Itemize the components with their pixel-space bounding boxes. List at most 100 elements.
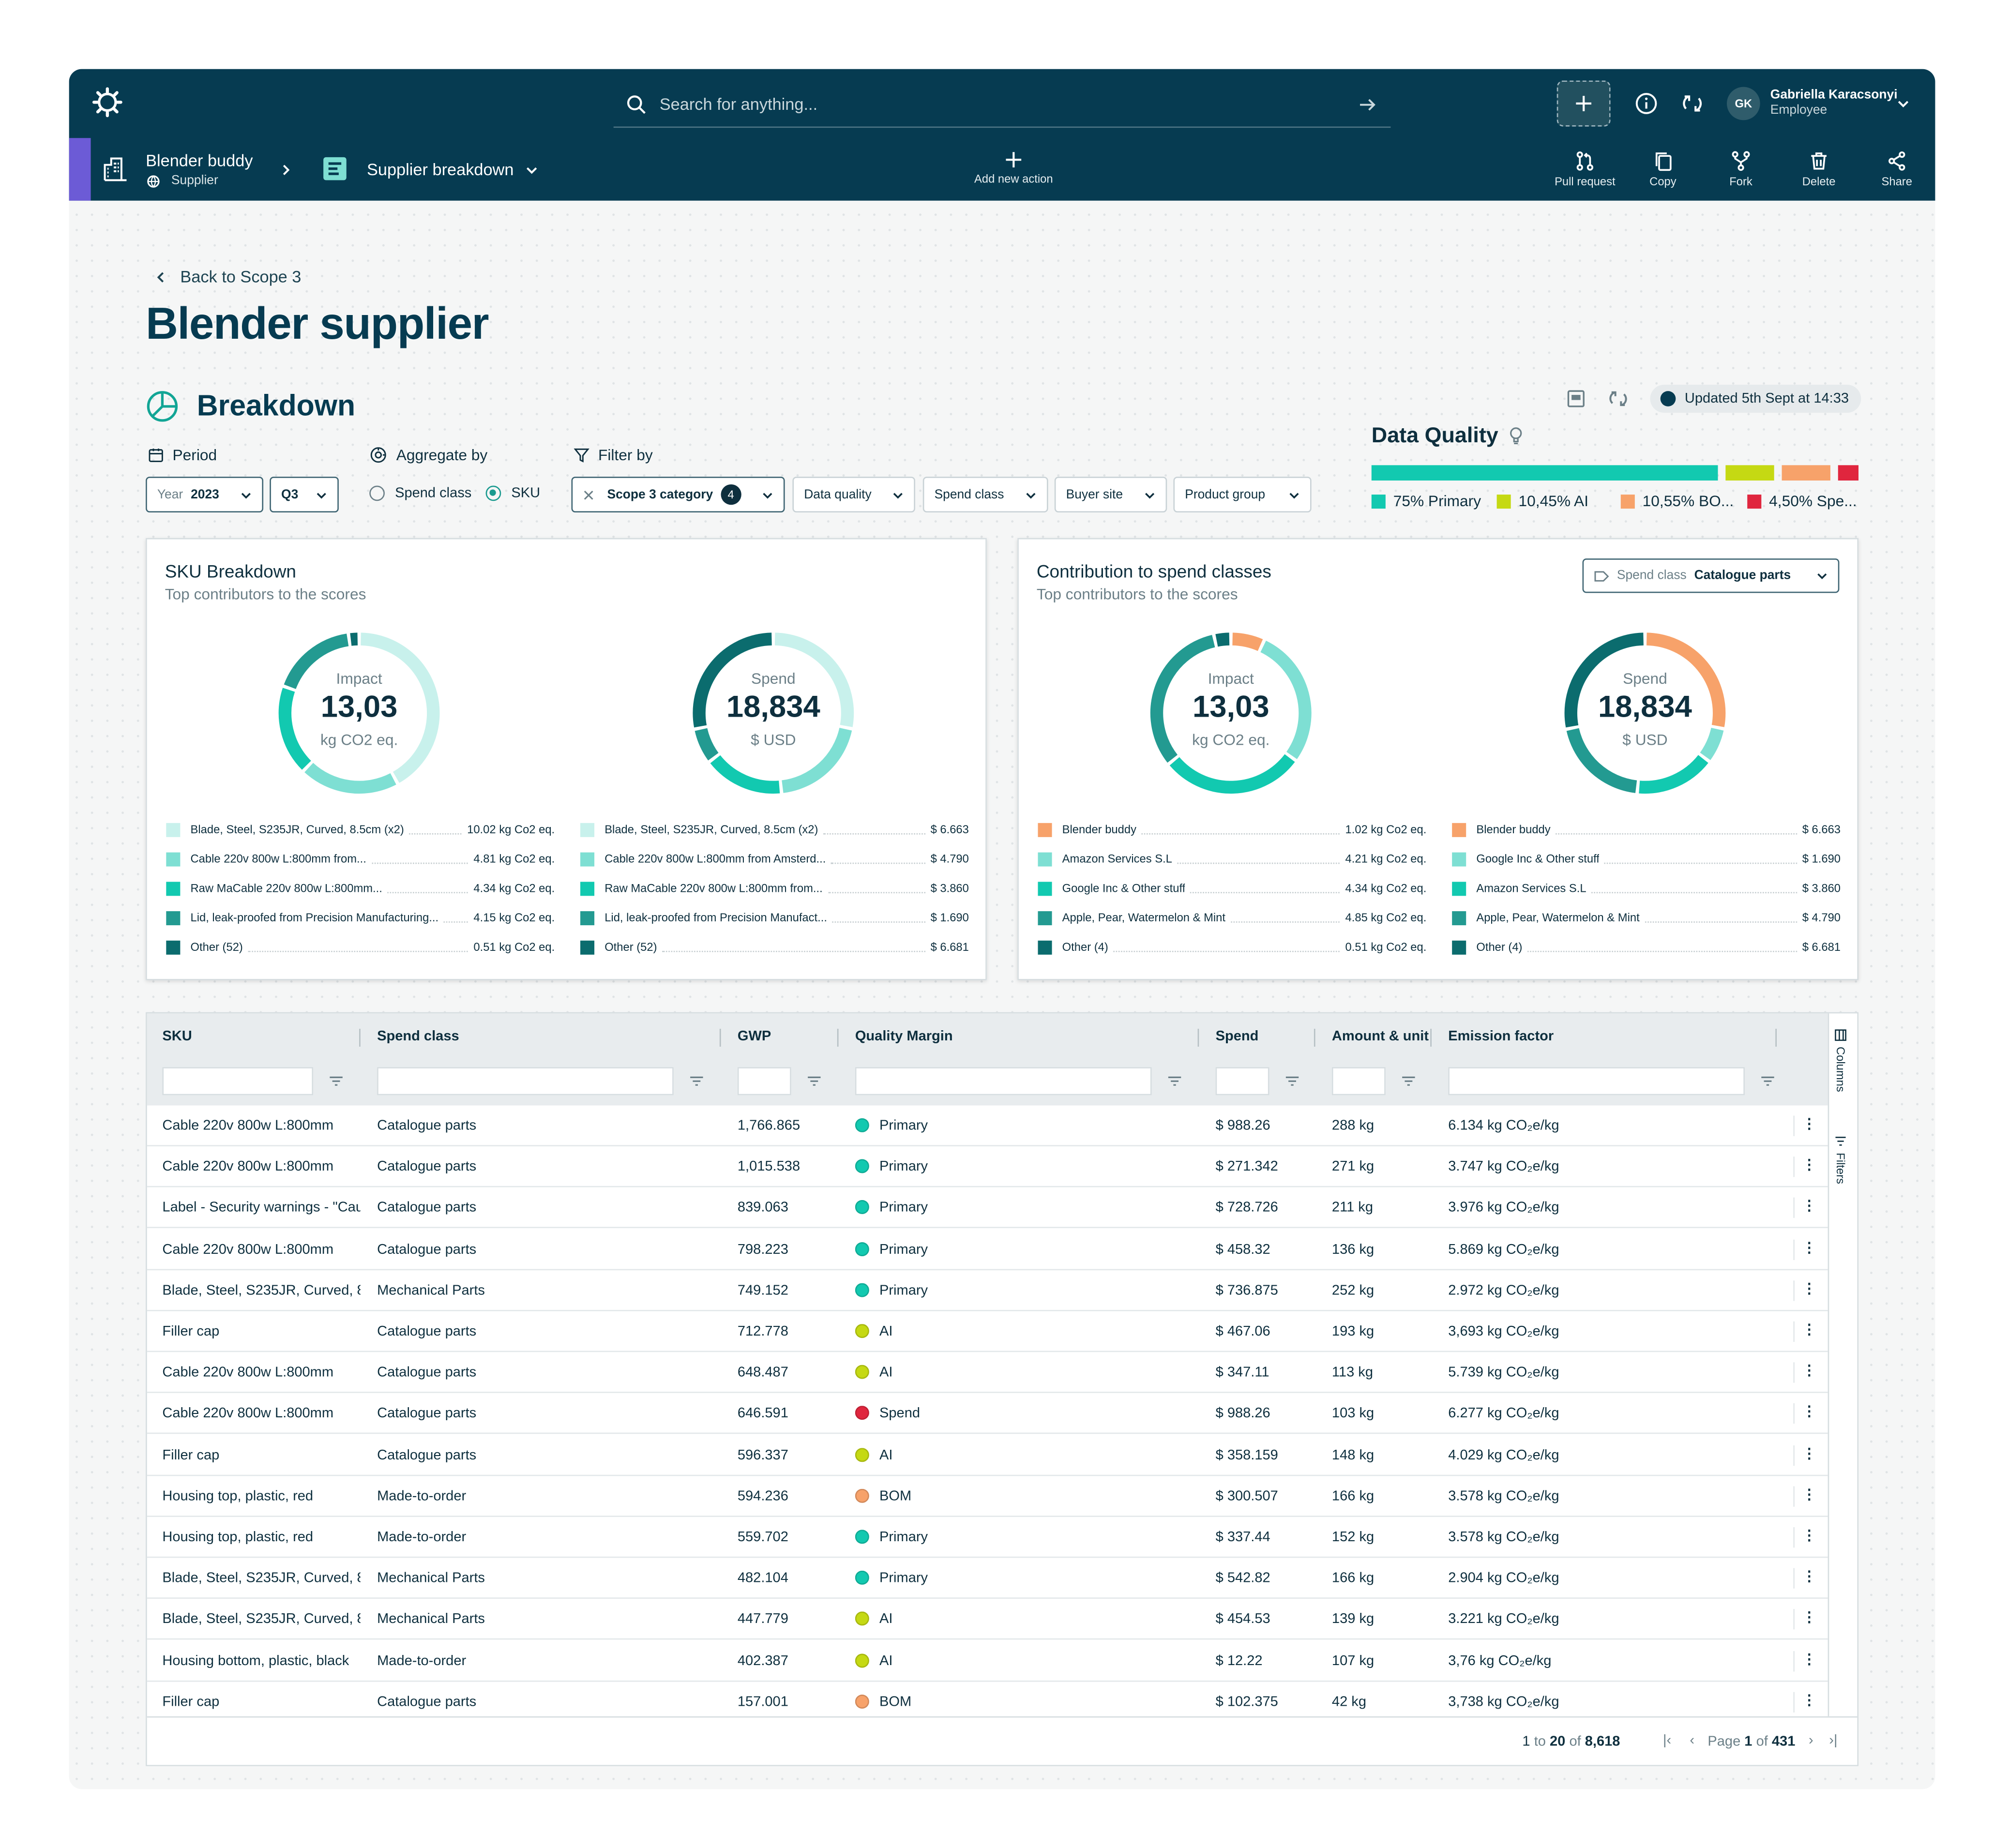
column-resize-handle[interactable]	[1430, 1029, 1432, 1047]
user-menu[interactable]: Gabriella Karacsonyi Employee	[1770, 88, 1898, 119]
pdf-export-icon[interactable]	[1566, 389, 1586, 409]
row-menu-icon[interactable]: ⋮	[1793, 1486, 1824, 1507]
radio-sku[interactable]: SKU	[485, 485, 540, 501]
row-menu-icon[interactable]: ⋮	[1793, 1651, 1824, 1671]
filter-product-group[interactable]: Product group	[1173, 477, 1312, 513]
spend-class-dropdown[interactable]: Spend class Catalogue parts	[1582, 558, 1840, 593]
column-resize-handle[interactable]	[837, 1029, 839, 1047]
column-header[interactable]: Spend	[1215, 1029, 1259, 1044]
row-menu-icon[interactable]: ⋮	[1793, 1280, 1824, 1301]
column-filter-input[interactable]	[737, 1067, 791, 1096]
column-header[interactable]: Quality Margin	[855, 1029, 953, 1044]
filter-data-quality[interactable]: Data quality	[792, 477, 915, 513]
column-filter-input[interactable]	[162, 1067, 314, 1096]
app-logo-icon[interactable]	[92, 87, 122, 118]
view-name[interactable]: Supplier breakdown	[366, 160, 514, 179]
table-row[interactable]: Cable 220v 800w L:800mm Catalogue parts 79…	[147, 1229, 1828, 1270]
column-header[interactable]: Amount & unit	[1331, 1029, 1429, 1044]
table-row[interactable]: Blade, Steel, S235JR, Curved, 8.5 Mechani…	[147, 1558, 1828, 1599]
lightbulb-icon[interactable]	[1509, 427, 1524, 445]
pull-request-button[interactable]: Pull request	[1547, 151, 1623, 188]
row-menu-icon[interactable]: ⋮	[1793, 1568, 1824, 1589]
filter-icon[interactable]	[806, 1073, 822, 1089]
row-menu-icon[interactable]: ⋮	[1793, 1692, 1824, 1713]
filter-icon[interactable]	[1167, 1073, 1182, 1089]
sync-button[interactable]	[1677, 88, 1707, 119]
next-page-icon[interactable]: ›	[1809, 1733, 1813, 1748]
filter-buyer-site[interactable]: Buyer site	[1054, 477, 1167, 513]
column-header[interactable]: SKU	[162, 1029, 192, 1044]
column-resize-handle[interactable]	[719, 1029, 721, 1047]
quarter-select[interactable]: Q3	[270, 477, 339, 513]
table-row[interactable]: Filler cap Catalogue parts 596.337 AI $ 358.…	[147, 1435, 1828, 1476]
copy-button[interactable]: Copy	[1625, 151, 1701, 188]
prev-page-icon[interactable]: ‹	[1690, 1733, 1695, 1748]
column-resize-handle[interactable]	[1775, 1029, 1777, 1047]
table-row[interactable]: Housing bottom, plastic, black Made-to-or…	[147, 1640, 1828, 1682]
filter-icon[interactable]	[689, 1073, 704, 1089]
table-row[interactable]: Filler cap Catalogue parts 712.778 AI $ 467.…	[147, 1311, 1828, 1352]
column-filter-input[interactable]	[1448, 1067, 1745, 1096]
row-menu-icon[interactable]: ⋮	[1793, 1239, 1824, 1260]
project-name[interactable]: Blender buddy	[146, 150, 253, 170]
back-link[interactable]: Back to Scope 3	[155, 267, 301, 286]
column-header[interactable]: Spend class	[377, 1029, 459, 1044]
column-filter-input[interactable]	[1331, 1067, 1386, 1096]
row-menu-icon[interactable]: ⋮	[1793, 1198, 1824, 1218]
arrow-right-icon[interactable]	[1358, 94, 1378, 114]
row-menu-icon[interactable]: ⋮	[1793, 1321, 1824, 1342]
delete-button[interactable]: Delete	[1781, 151, 1857, 188]
table-row[interactable]: Blade, Steel, S235JR, Curved, 8.5 Mechani…	[147, 1270, 1828, 1311]
table-row[interactable]: Cable 220v 800w L:800mm Catalogue parts 1,…	[147, 1105, 1828, 1146]
table-row[interactable]: Housing top, plastic, red Made-to-order 55…	[147, 1517, 1828, 1558]
filter-icon[interactable]	[1760, 1073, 1776, 1089]
table-row[interactable]: Cable 220v 800w L:800mm Catalogue parts 64…	[147, 1394, 1828, 1435]
filter-icon[interactable]	[1284, 1073, 1300, 1089]
column-header[interactable]: Emission factor	[1448, 1029, 1554, 1044]
filter-spend-class[interactable]: Spend class	[922, 477, 1048, 513]
chevron-down-icon[interactable]	[1897, 97, 1909, 110]
row-menu-icon[interactable]: ⋮	[1793, 1157, 1824, 1177]
first-page-icon[interactable]: |‹	[1662, 1733, 1672, 1748]
table-row[interactable]: Cable 220v 800w L:800mm Catalogue parts 64…	[147, 1352, 1828, 1394]
column-header[interactable]: GWP	[737, 1029, 771, 1044]
column-filter-input[interactable]	[1215, 1067, 1269, 1096]
table-row[interactable]: Label - Security warnings - "Cauti Catalo…	[147, 1188, 1828, 1229]
close-icon[interactable]	[583, 489, 594, 500]
radio-spend-class[interactable]: Spend class	[369, 485, 471, 501]
table-row[interactable]: Cable 220v 800w L:800mm Catalogue parts 1,…	[147, 1146, 1828, 1187]
year-select[interactable]: Year 2023	[146, 477, 264, 513]
filter-icon[interactable]	[1401, 1073, 1417, 1089]
column-filter-input[interactable]	[377, 1067, 674, 1096]
chevron-down-icon[interactable]	[525, 164, 538, 176]
filters-tab[interactable]: Filters	[1834, 1135, 1847, 1184]
data-quality-segment	[1781, 465, 1830, 481]
fork-button[interactable]: Fork	[1703, 151, 1779, 188]
column-resize-handle[interactable]	[359, 1029, 361, 1047]
column-resize-handle[interactable]	[1197, 1029, 1199, 1047]
radio-circle-selected[interactable]	[485, 485, 501, 501]
avatar[interactable]: GK	[1726, 87, 1760, 120]
row-menu-icon[interactable]: ⋮	[1793, 1527, 1824, 1548]
table-row[interactable]: Housing top, plastic, red Made-to-order 59…	[147, 1476, 1828, 1517]
row-menu-icon[interactable]: ⋮	[1793, 1609, 1824, 1630]
row-menu-icon[interactable]: ⋮	[1793, 1362, 1824, 1383]
table-row[interactable]: Blade, Steel, S235JR, Curved, 8.5 Mechani…	[147, 1599, 1828, 1640]
add-new-action-button[interactable]: Add new action	[955, 151, 1073, 185]
refresh-icon[interactable]	[1608, 389, 1628, 409]
last-page-icon[interactable]: ›|	[1829, 1733, 1838, 1748]
share-button[interactable]: Share	[1858, 151, 1935, 188]
row-menu-icon[interactable]: ⋮	[1793, 1403, 1824, 1425]
column-filter-input[interactable]	[855, 1067, 1152, 1096]
filter-icon[interactable]	[329, 1073, 344, 1089]
search-input[interactable]	[659, 94, 1345, 114]
radio-circle[interactable]	[369, 485, 385, 501]
row-menu-icon[interactable]: ⋮	[1793, 1444, 1824, 1466]
column-resize-handle[interactable]	[1314, 1029, 1315, 1047]
info-button[interactable]	[1631, 88, 1662, 119]
row-menu-icon[interactable]: ⋮	[1793, 1115, 1824, 1136]
filter-scope3-chip[interactable]: Scope 3 category 4	[571, 477, 785, 513]
add-button[interactable]	[1556, 80, 1611, 127]
columns-tab[interactable]: Columns	[1834, 1029, 1847, 1092]
search-bar[interactable]	[613, 82, 1391, 128]
